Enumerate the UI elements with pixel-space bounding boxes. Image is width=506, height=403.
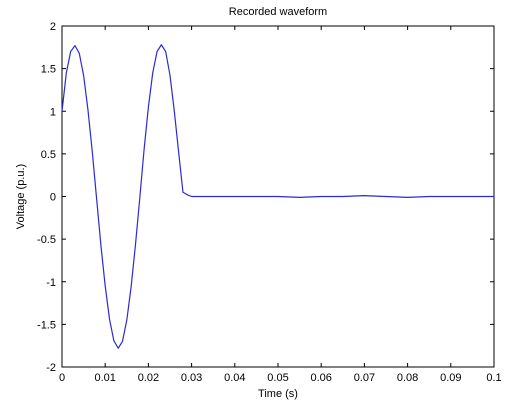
y-tick-label: -1	[46, 277, 56, 289]
x-tick-label: 0.08	[397, 372, 418, 384]
x-tick-label: 0.04	[224, 372, 245, 384]
x-tick-label: 0.05	[267, 372, 288, 384]
y-tick-label: 0.5	[41, 149, 56, 161]
x-tick-label: 0.06	[310, 372, 331, 384]
x-tick-label: 0.09	[440, 372, 461, 384]
chart-title: Recorded waveform	[229, 6, 327, 18]
y-tick-label: 1	[50, 106, 56, 118]
series-layer	[61, 44, 494, 349]
y-tick-label: -1.5	[37, 319, 56, 331]
x-tick-label: 0	[59, 372, 65, 384]
voltage-series-line	[61, 44, 494, 349]
y-tick-label: 0	[50, 192, 56, 204]
x-axis-label: Time (s)	[258, 388, 298, 400]
x-tick-label: 0.02	[138, 372, 159, 384]
x-axis-ticks: 0 0.01 0.02 0.03 0.04 0.05 0.06 0.07 0.08 0.09 0.1	[59, 26, 502, 384]
x-tick-label: 0.1	[486, 372, 501, 384]
y-tick-label: 2	[50, 21, 56, 33]
x-tick-label: 0.03	[181, 372, 202, 384]
y-tick-label: -0.5	[37, 234, 56, 246]
y-tick-label: -2	[46, 362, 56, 374]
x-tick-label: 0.07	[354, 372, 375, 384]
y-axis-label: Voltage (p.u.)	[15, 164, 27, 229]
y-tick-label: 1.5	[41, 64, 56, 76]
x-tick-label: 0.01	[94, 372, 115, 384]
